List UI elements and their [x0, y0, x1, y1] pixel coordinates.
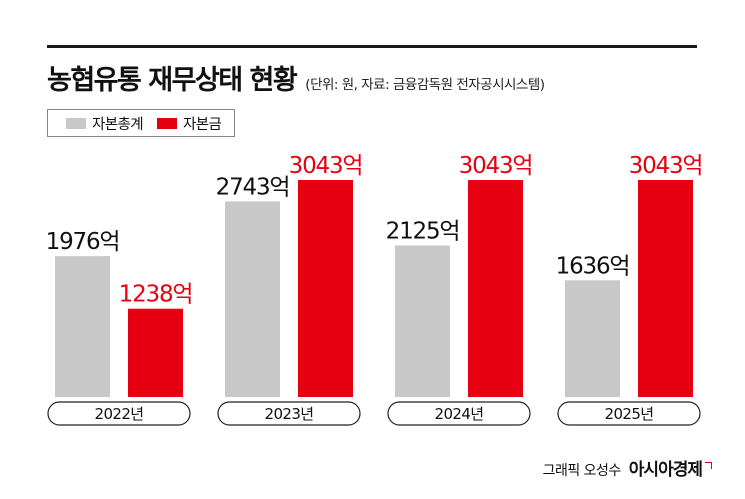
- graphic-credit: 그래픽 오성수: [542, 463, 622, 479]
- data-label-total-equity-0: 1976억: [46, 229, 120, 255]
- title-row: 농협유통 재무상태 현황 (단위: 원, 자료: 금융감독원 전자공시시스템): [47, 58, 545, 97]
- bar-capital-0: [128, 308, 183, 397]
- chart-subtitle: (단위: 원, 자료: 금융감독원 전자공시시스템): [305, 77, 545, 93]
- data-label-total-equity-3: 1636억: [556, 253, 630, 279]
- legend-item-capital: 자본금: [156, 113, 222, 134]
- brand-logo: 아시아경제: [628, 460, 703, 480]
- legend-swatch-total-equity: [66, 117, 86, 129]
- year-pill-3: [557, 401, 701, 426]
- data-label-capital-3: 3043억: [629, 153, 703, 179]
- x-tick-label-3: 2025년: [605, 405, 654, 423]
- legend-label-capital: 자본금: [182, 116, 222, 133]
- data-label-total-equity-1: 2743억: [216, 174, 290, 200]
- year-pill-0: [47, 401, 191, 426]
- data-label-total-equity-2: 2125억: [386, 218, 460, 244]
- bar-total-equity-2: [395, 245, 450, 397]
- data-label-capital-1: 3043억: [289, 153, 363, 179]
- data-label-capital-2: 3043억: [459, 153, 533, 179]
- legend-label-total-equity: 자본총계: [92, 116, 144, 133]
- legend-swatch-capital: [156, 117, 177, 129]
- bar-capital-1: [298, 180, 353, 397]
- x-tick-label-1: 2023년: [265, 405, 314, 423]
- bar-capital-3: [638, 180, 693, 397]
- x-tick-label-2: 2024년: [435, 405, 484, 423]
- x-tick-label-0: 2022년: [95, 405, 144, 423]
- bar-total-equity-1: [225, 201, 280, 397]
- legend: 자본총계 자본금: [47, 109, 235, 137]
- credit: 그래픽 오성수 아시아경제: [543, 455, 712, 480]
- year-pill-1: [217, 401, 361, 426]
- bar-capital-2: [468, 180, 523, 397]
- data-label-capital-0: 1238억: [119, 282, 193, 308]
- brand-mark-icon: [705, 462, 712, 469]
- year-pill-2: [387, 401, 531, 426]
- chart-title: 농협유통 재무상태 현황: [47, 65, 298, 96]
- bar-total-equity-3: [565, 280, 620, 397]
- bar-total-equity-0: [55, 256, 110, 397]
- legend-item-total-equity: 자본총계: [66, 113, 144, 134]
- top-rule: [47, 45, 697, 48]
